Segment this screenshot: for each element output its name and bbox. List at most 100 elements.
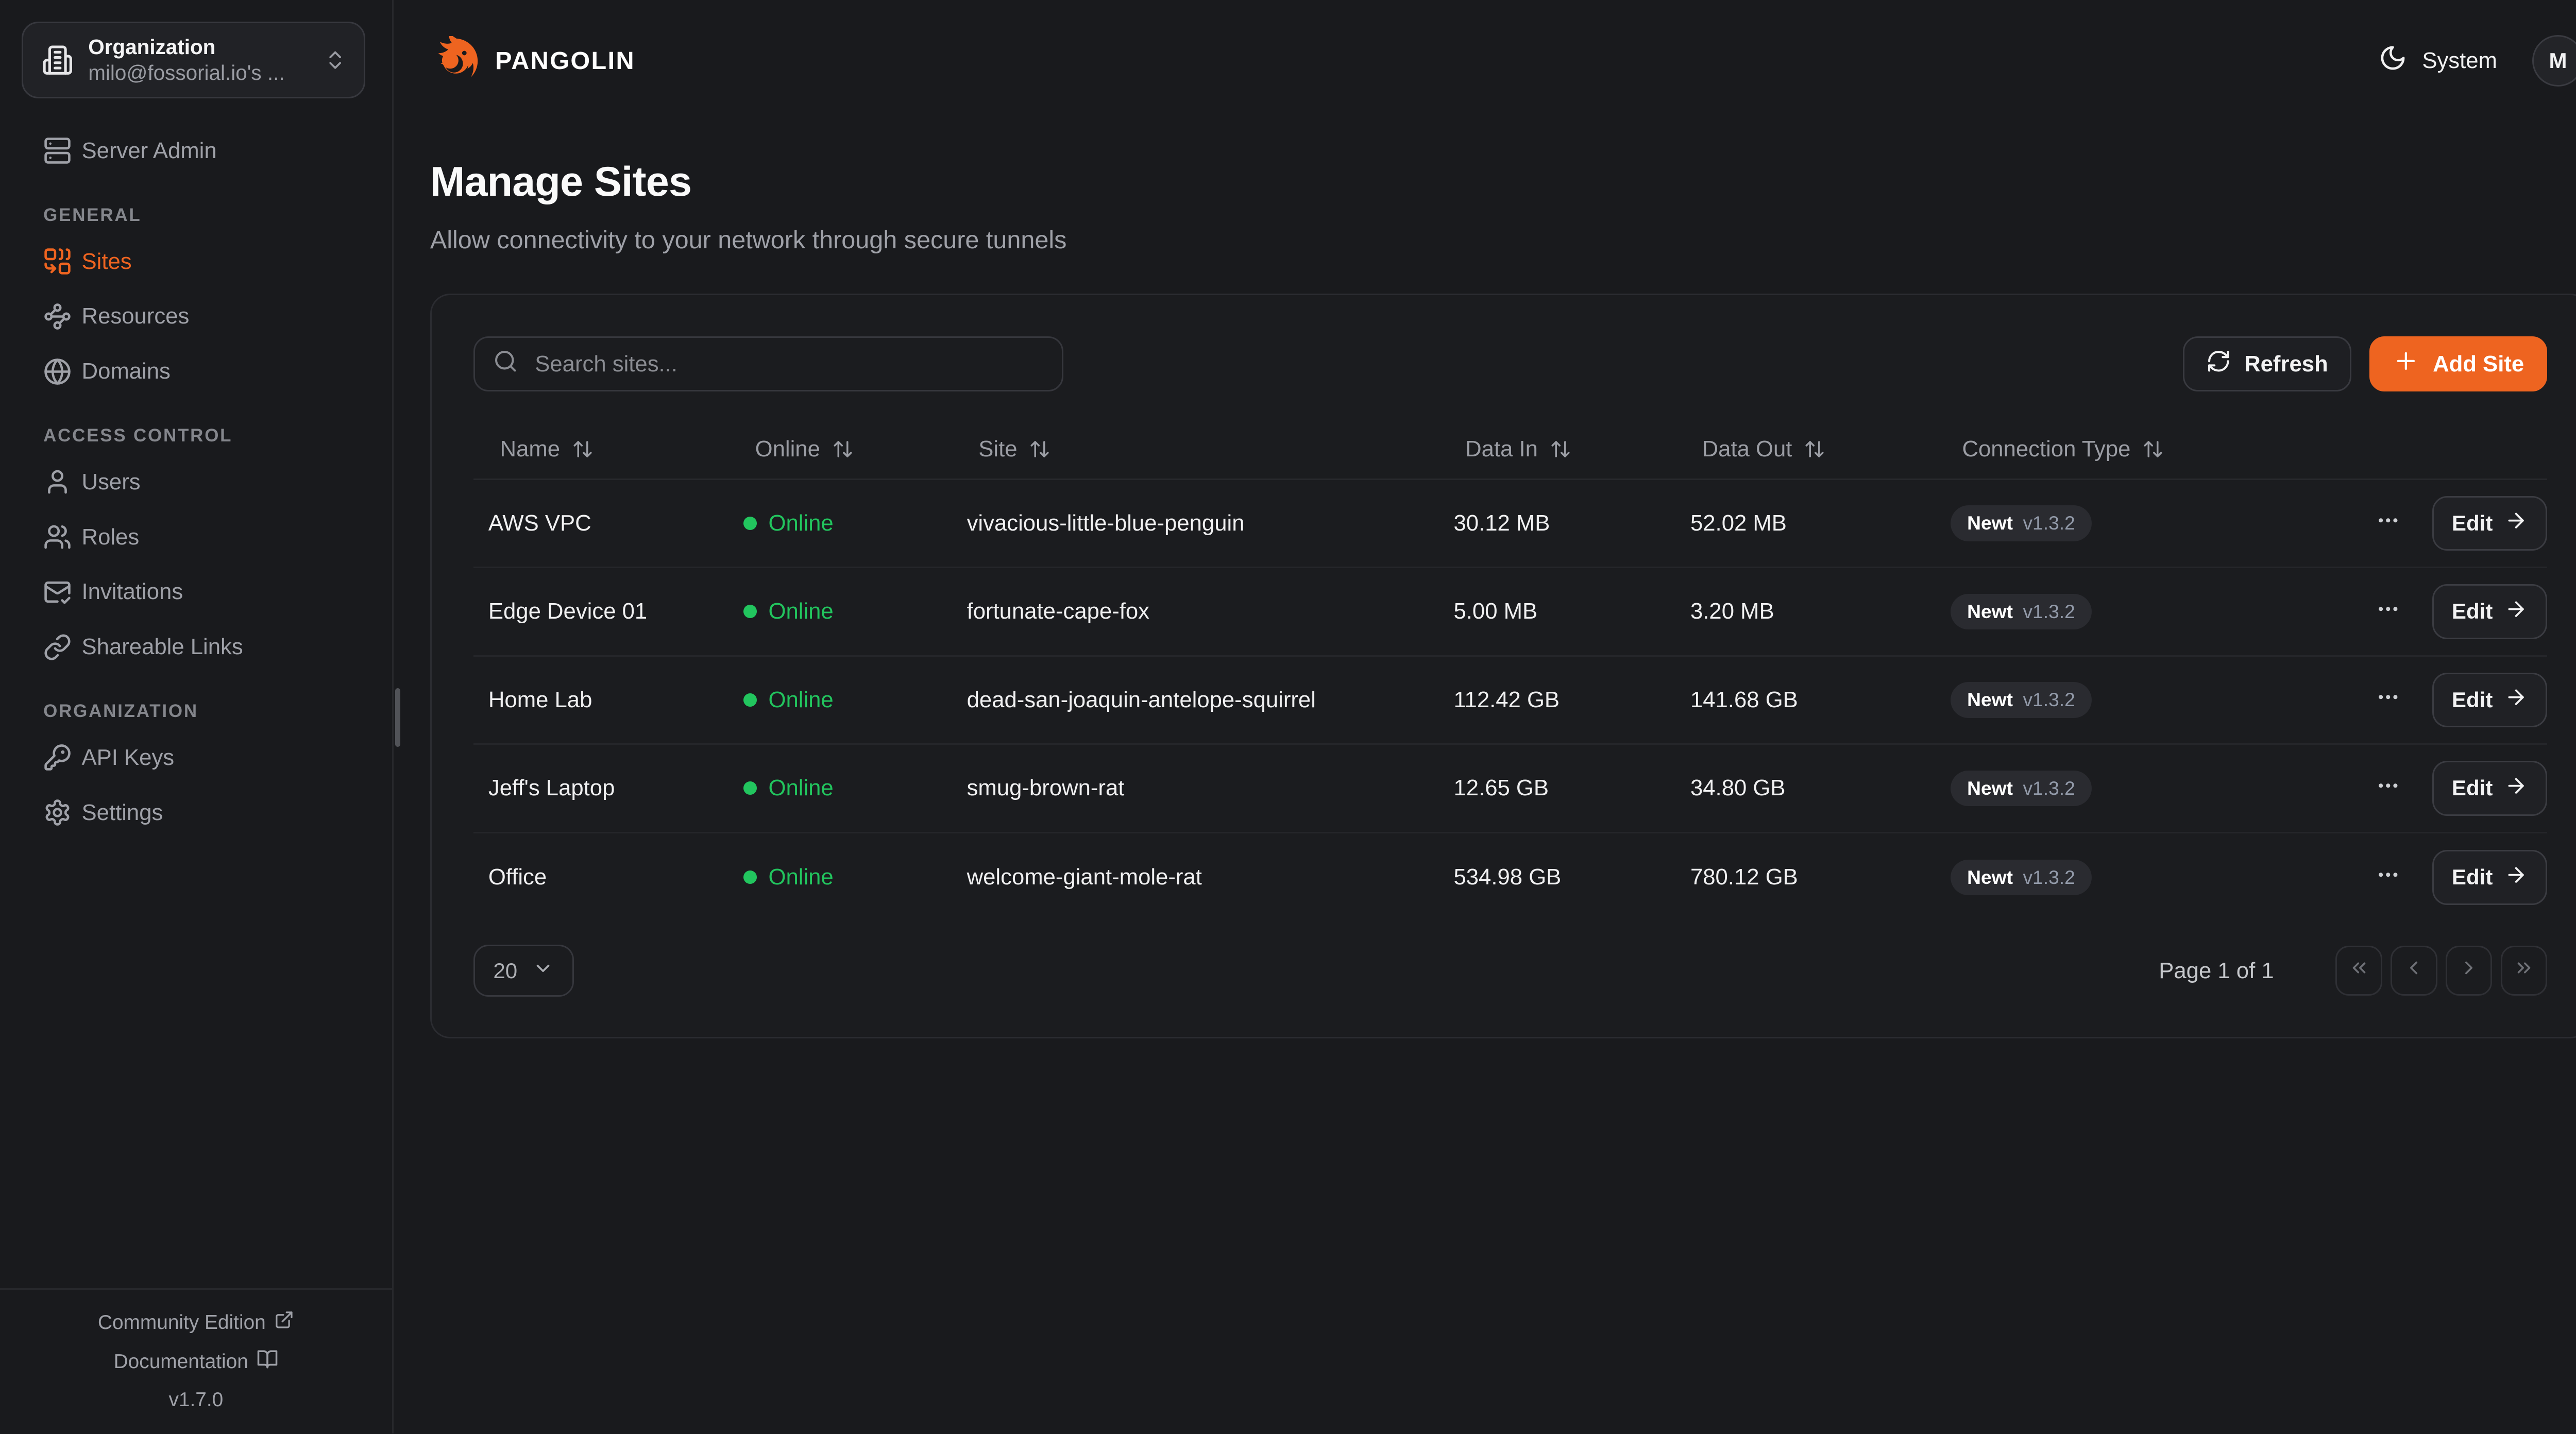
brand[interactable]: PANGOLIN [430,36,635,86]
plus-icon [2393,348,2419,380]
nav-section-heading: ACCESS CONTROL [43,425,233,446]
table-body: AWS VPC Online vivacious-little-blue-pengu… [473,480,2548,922]
online-status-dot [743,870,757,884]
table-row[interactable]: Office Online welcome-giant-mole-rat 534.98… [473,833,2548,922]
data-in-cell: 5.00 MB [1453,599,1538,624]
sidebar-item-sites[interactable]: Sites [23,242,368,280]
avatar[interactable]: M [2532,35,2576,87]
connection-version-label: v1.3.2 [2023,689,2075,711]
add-site-button[interactable]: Add Site [2369,336,2548,392]
online-status-label: Online [768,775,834,801]
edit-button[interactable]: Edit [2432,850,2548,905]
table-row[interactable]: Jeff's Laptop Online smug-brown-rat 12.65 G… [473,745,2548,833]
column-header-name[interactable]: Name [473,436,728,462]
documentation-label: Documentation [113,1350,248,1373]
online-status-label: Online [768,687,834,712]
sidebar-item-users[interactable]: Users [23,463,368,501]
next-page-button[interactable] [2445,946,2493,996]
sidebar-item-shareable-links[interactable]: Shareable Links [23,628,368,666]
online-status-cell: Online [728,775,952,801]
edit-button[interactable]: Edit [2432,761,2548,816]
organization-selector[interactable]: Organization milo@fossorial.io's ... [22,22,365,98]
sidebar-item-label: Sites [81,248,132,274]
nav-section-heading: ORGANIZATION [43,701,198,722]
last-page-button[interactable] [2500,946,2548,996]
edit-button[interactable]: Edit [2432,584,2548,639]
sidebar-item-settings[interactable]: Settings [23,794,368,832]
combine-icon [43,247,72,276]
sidebar-item-label: Resources [81,303,190,329]
column-header-label: Name [500,436,561,462]
sort-icon [832,438,854,460]
search-box[interactable] [473,336,1064,392]
online-status-label: Online [768,864,834,890]
chevrons-left-icon [2348,957,2370,984]
row-menu-button[interactable] [2372,770,2404,807]
organization-selector-value: milo@fossorial.io's ... [88,61,285,85]
table-row[interactable]: Home Lab Online dead-san-joaquin-antelope-… [473,657,2548,745]
first-page-button[interactable] [2335,946,2382,996]
sidebar-item-label: Shareable Links [81,634,243,660]
column-header-online[interactable]: Online [728,436,952,462]
column-header-label: Data In [1465,436,1538,462]
connection-version-label: v1.3.2 [2023,600,2075,622]
column-header-connection-type[interactable]: Connection Type [1936,436,2358,462]
refresh-icon [2206,349,2231,380]
edit-button[interactable]: Edit [2432,496,2548,551]
sidebar-item-invitations[interactable]: Invitations [23,573,368,611]
data-in-cell: 534.98 GB [1453,864,1562,890]
connection-type-badge: Newt v1.3.2 [1950,593,2092,630]
refresh-button-label: Refresh [2244,351,2328,377]
connection-version-label: v1.3.2 [2023,866,2075,888]
edit-button[interactable]: Edit [2432,672,2548,728]
connection-type-badge: Newt v1.3.2 [1950,770,2092,807]
arrow-right-icon [2504,686,2528,714]
page-size-select[interactable]: 20 [473,945,574,997]
theme-toggle[interactable]: System [2379,44,2497,78]
row-menu-button[interactable] [2372,505,2404,542]
sidebar-scrollbar-thumb[interactable] [395,688,400,747]
site-slug-cell: welcome-giant-mole-rat [967,864,1202,890]
sidebar-item-resources[interactable]: Resources [23,297,368,335]
external-link-icon [274,1310,294,1335]
community-edition-link[interactable]: Community Edition [0,1310,392,1335]
column-header-data-out[interactable]: Data Out [1675,436,1936,462]
moon-icon [2379,44,2407,78]
site-slug-cell: smug-brown-rat [967,775,1125,801]
online-status-dot [743,605,757,619]
column-header-site[interactable]: Site [952,436,1438,462]
connection-type-label: Newt [1967,689,2013,711]
row-menu-button[interactable] [2372,859,2404,896]
documentation-link[interactable]: Documentation [0,1348,392,1375]
add-site-button-label: Add Site [2433,351,2524,377]
sidebar-item-server-admin[interactable]: Server Admin [23,132,368,170]
column-header-label: Data Out [1702,436,1792,462]
refresh-button[interactable]: Refresh [2182,336,2351,392]
pangolin-logo-mark [438,36,478,77]
chevron-left-icon [2403,957,2425,984]
table-row[interactable]: Edge Device 01 Online fortunate-cape-fox 5.… [473,568,2548,657]
column-header-data-in[interactable]: Data In [1438,436,1675,462]
online-status-cell: Online [728,864,952,890]
sidebar-item-roles[interactable]: Roles [23,518,368,556]
row-menu-button[interactable] [2372,681,2404,719]
sidebar: Organization milo@fossorial.io's ... Ser… [0,0,394,1433]
edit-button-label: Edit [2451,776,2493,800]
user-icon [43,468,72,496]
column-header-label: Connection Type [1962,436,2131,462]
connection-version-label: v1.3.2 [2023,512,2075,534]
data-out-cell: 52.02 MB [1690,510,1787,536]
table-row[interactable]: AWS VPC Online vivacious-little-blue-pengu… [473,480,2548,569]
sidebar-item-domains[interactable]: Domains [23,352,368,390]
connection-version-label: v1.3.2 [2023,777,2075,799]
previous-page-button[interactable] [2391,946,2437,996]
site-slug-cell: dead-san-joaquin-antelope-squirrel [967,687,1316,712]
ellipsis-icon [2376,508,2401,539]
row-menu-button[interactable] [2372,593,2404,630]
search-input[interactable] [531,349,1044,379]
column-header-label: Site [978,436,1018,462]
connection-type-cell: Newt v1.3.2 [1936,859,2358,896]
waypoints-icon [43,302,72,331]
sidebar-item-api-keys[interactable]: API Keys [23,739,368,777]
